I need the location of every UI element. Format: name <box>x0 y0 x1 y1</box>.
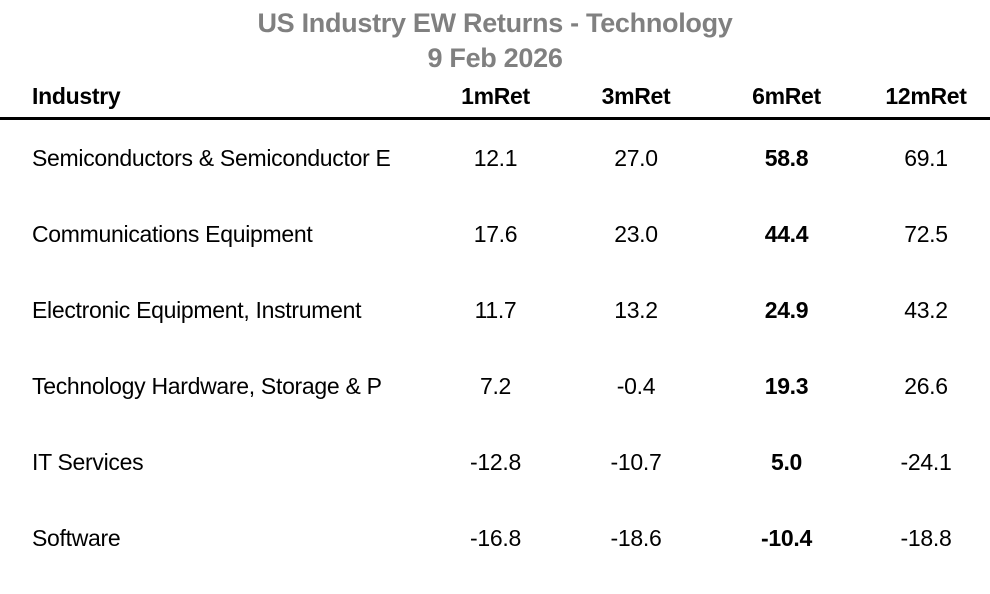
value-3mret: -18.6 <box>610 524 662 551</box>
value-1mret: -16.8 <box>470 524 521 551</box>
column-header-1mret: 1mRet <box>461 82 530 109</box>
value-12mret: 69.1 <box>904 144 948 171</box>
value-6mret: 19.3 <box>764 372 809 399</box>
value-3mret: 23.0 <box>614 220 658 247</box>
column-header-3mret: 3mRet <box>601 82 671 109</box>
value-12mret: 26.6 <box>904 372 948 399</box>
table-row: Technology Hardware, Storage & P 7.2 -0.… <box>0 348 990 424</box>
value-3mret: -10.7 <box>610 448 662 475</box>
value-3mret: 27.0 <box>614 144 658 171</box>
industry-name: Communications Equipment <box>32 220 313 247</box>
value-6mret: 58.8 <box>764 144 809 171</box>
industry-name: Software <box>32 524 121 551</box>
value-3mret: 13.2 <box>614 296 658 323</box>
value-6mret: 24.9 <box>764 296 809 323</box>
table-row: IT Services -12.8 -10.7 5.0 -24.1 <box>0 424 990 500</box>
header-rule <box>0 117 990 120</box>
value-6mret: -10.4 <box>761 524 812 551</box>
title-block: US Industry EW Returns - Technology 9 Fe… <box>0 0 990 75</box>
table-row: Semiconductors & Semiconductor E 12.1 27… <box>0 120 990 196</box>
page-title: US Industry EW Returns - Technology <box>257 8 733 38</box>
table-header-row: Industry 1mRet 3mRet 6mRet 12mRet <box>0 75 990 117</box>
value-1mret: 7.2 <box>479 372 512 399</box>
value-1mret: 17.6 <box>473 220 518 247</box>
value-12mret: -24.1 <box>900 448 952 475</box>
value-1mret: 11.7 <box>474 296 517 323</box>
value-6mret: 44.4 <box>764 220 809 247</box>
table-row: Software -16.8 -18.6 -10.4 -18.8 <box>0 500 990 576</box>
value-12mret: 43.2 <box>904 296 948 323</box>
industry-name: IT Services <box>32 448 144 475</box>
value-1mret: 12.1 <box>473 144 518 171</box>
page-subtitle-date: 9 Feb 2026 <box>427 43 563 73</box>
industry-name: Electronic Equipment, Instrument <box>32 296 362 323</box>
industry-name: Technology Hardware, Storage & P <box>32 372 382 399</box>
value-12mret: 72.5 <box>904 220 948 247</box>
value-6mret: 5.0 <box>770 448 803 475</box>
table-row: Electronic Equipment, Instrument 11.7 13… <box>0 272 990 348</box>
table-row: Communications Equipment 17.6 23.0 44.4 … <box>0 196 990 272</box>
column-header-industry: Industry <box>32 82 121 109</box>
value-12mret: -18.8 <box>900 524 952 551</box>
column-header-12mret: 12mRet <box>885 82 967 109</box>
value-1mret: -12.8 <box>470 448 521 475</box>
industry-name: Semiconductors & Semiconductor E <box>32 144 391 171</box>
value-3mret: -0.4 <box>616 372 656 399</box>
report-table: US Industry EW Returns - Technology 9 Fe… <box>0 0 990 576</box>
column-header-6mret: 6mRet <box>752 82 821 109</box>
